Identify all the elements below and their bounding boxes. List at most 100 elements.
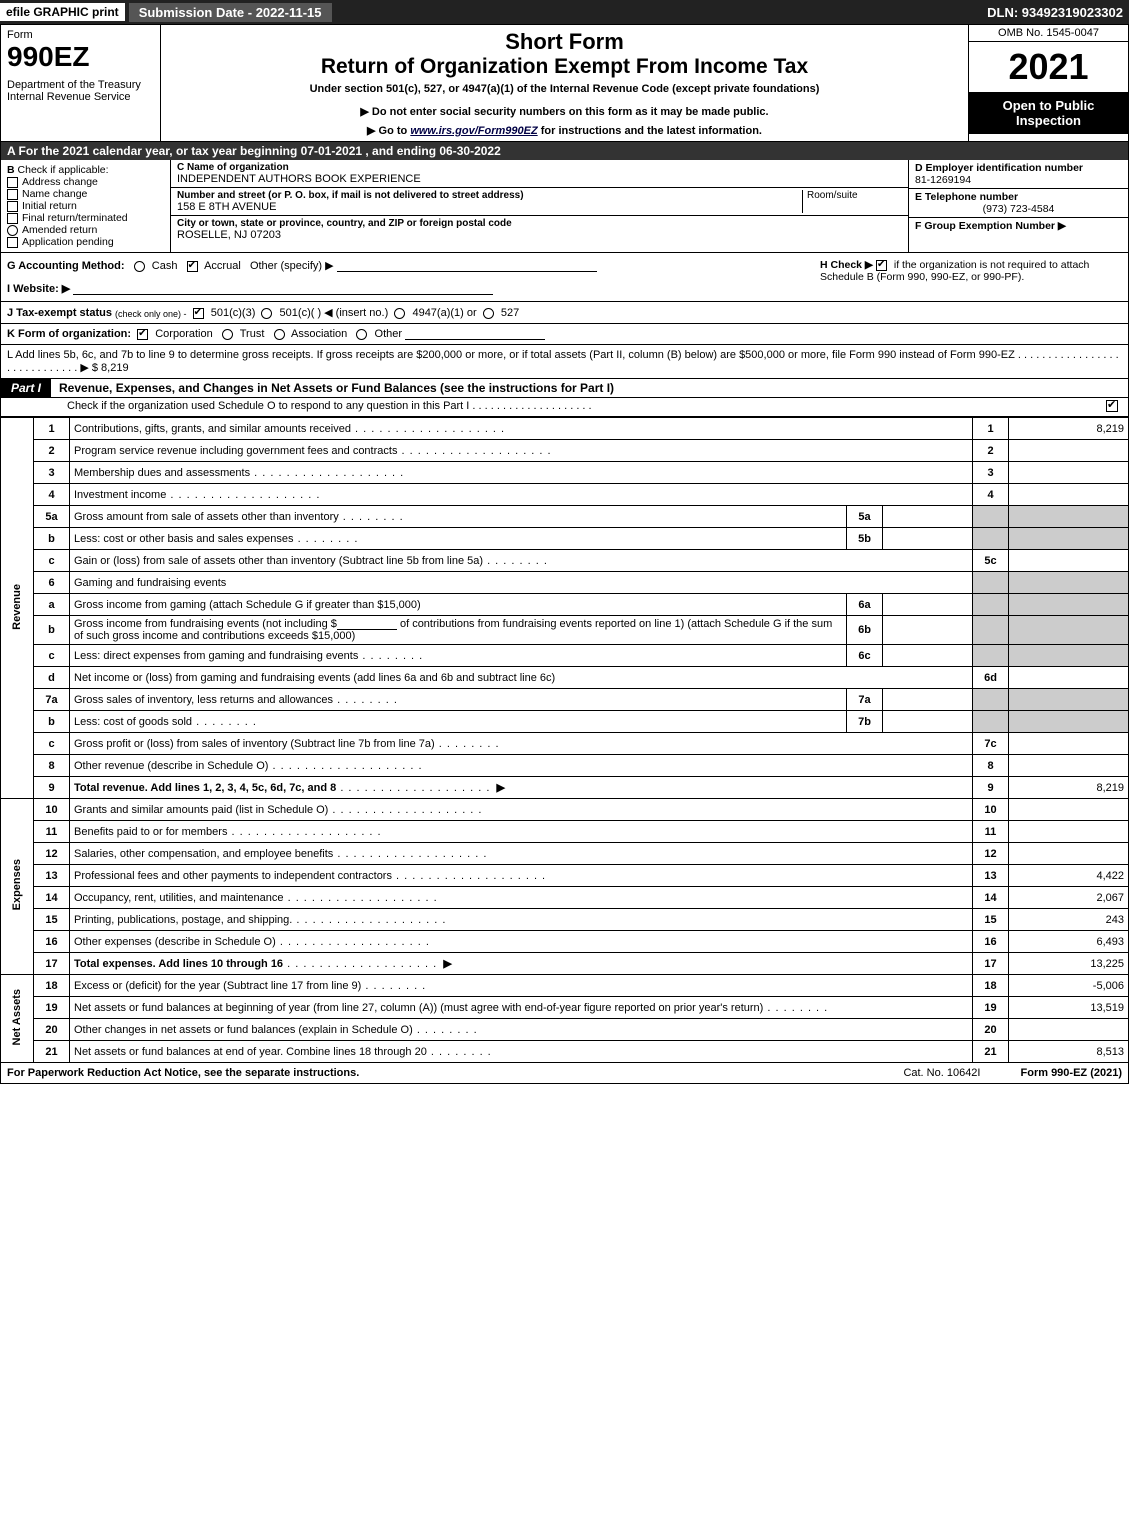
efile-label[interactable]: efile GRAPHIC print — [0, 3, 125, 21]
l7c-desc: Gross profit or (loss) from sales of inv… — [74, 738, 435, 750]
l5a-desc: Gross amount from sale of assets other t… — [74, 511, 339, 523]
chk-527[interactable] — [483, 308, 494, 319]
l21-desc: Net assets or fund balances at end of ye… — [74, 1046, 427, 1058]
chk-501c3[interactable] — [193, 308, 204, 319]
chk-name-change[interactable]: Name change — [7, 188, 164, 200]
l4-amt — [1009, 484, 1129, 506]
l15-amt: 243 — [1009, 909, 1129, 931]
chk-corporation[interactable] — [137, 329, 148, 340]
l9-amt: 8,219 — [1009, 777, 1129, 799]
line-4: 4 Investment income 4 — [1, 484, 1129, 506]
website-blank[interactable] — [73, 283, 493, 295]
l9-desc: Total revenue. Add lines 1, 2, 3, 4, 5c,… — [74, 782, 336, 794]
l6a-desc: Gross income from gaming (attach Schedul… — [74, 599, 421, 611]
chk-501c[interactable] — [261, 308, 272, 319]
l14-desc: Occupancy, rent, utilities, and maintena… — [74, 892, 284, 904]
irs-link[interactable]: www.irs.gov/Form990EZ — [410, 125, 537, 137]
omb-number: OMB No. 1545-0047 — [969, 25, 1128, 42]
chk-final-return[interactable]: Final return/terminated — [7, 212, 164, 224]
l6d-desc: Net income or (loss) from gaming and fun… — [74, 672, 555, 684]
line-6c: c Less: direct expenses from gaming and … — [1, 645, 1129, 667]
line-5c: c Gain or (loss) from sale of assets oth… — [1, 550, 1129, 572]
page-footer: For Paperwork Reduction Act Notice, see … — [0, 1063, 1129, 1084]
c-city-label: City or town, state or province, country… — [177, 218, 902, 229]
l6b-subamt — [883, 616, 973, 645]
chk-other-org[interactable] — [356, 329, 367, 340]
chk-amended-return[interactable]: Amended return — [7, 224, 164, 236]
line-3: 3 Membership dues and assessments 3 — [1, 462, 1129, 484]
l15-desc: Printing, publications, postage, and shi… — [74, 914, 292, 926]
j-label: J Tax-exempt status — [7, 307, 112, 319]
l17-amt: 13,225 — [1009, 953, 1129, 975]
submission-date: Submission Date - 2022-11-15 — [129, 3, 332, 22]
chk-application-pending[interactable]: Application pending — [7, 236, 164, 248]
expenses-label: Expenses — [1, 799, 34, 975]
l12-amt — [1009, 843, 1129, 865]
header-left: Form 990EZ Department of the Treasury In… — [1, 25, 161, 141]
j-small: (check only one) - — [115, 309, 187, 319]
arrow-icon: ▶ — [497, 782, 505, 794]
j-4947: 4947(a)(1) or — [412, 307, 476, 319]
chk-trust[interactable] — [222, 329, 233, 340]
org-name: INDEPENDENT AUTHORS BOOK EXPERIENCE — [177, 173, 902, 185]
chk-schedule-o[interactable] — [1106, 400, 1118, 412]
l6-desc: Gaming and fundraising events — [74, 577, 226, 589]
line-16: 16 Other expenses (describe in Schedule … — [1, 931, 1129, 953]
l-text: L Add lines 5b, 6c, and 7b to line 9 to … — [7, 349, 1119, 374]
form-word: Form — [7, 29, 154, 41]
k-trust: Trust — [240, 328, 265, 340]
e-phone-label: E Telephone number — [915, 191, 1122, 203]
section-b: B Check if applicable: Address change Na… — [1, 160, 171, 252]
h-pre: H Check ▶ — [820, 259, 876, 271]
l20-desc: Other changes in net assets or fund bala… — [74, 1024, 413, 1036]
l3-amt — [1009, 462, 1129, 484]
chk-cash[interactable] — [134, 261, 145, 272]
l8-desc: Other revenue (describe in Schedule O) — [74, 760, 268, 772]
f-group-label: F Group Exemption Number ▶ — [915, 220, 1122, 232]
line-13: 13 Professional fees and other payments … — [1, 865, 1129, 887]
g-other-blank[interactable] — [337, 260, 597, 272]
footer-form: Form 990-EZ (2021) — [1021, 1067, 1123, 1079]
footer-catno: Cat. No. 10642I — [903, 1067, 980, 1079]
open-to-public: Open to Public Inspection — [969, 92, 1128, 134]
part1-header: Part I Revenue, Expenses, and Changes in… — [0, 379, 1129, 398]
line-5a: 5a Gross amount from sale of assets othe… — [1, 506, 1129, 528]
part1-table: Revenue 1 Contributions, gifts, grants, … — [0, 417, 1129, 1063]
l6c-desc: Less: direct expenses from gaming and fu… — [74, 650, 358, 662]
l6b-blank[interactable] — [337, 618, 397, 630]
l5a-subamt — [883, 506, 973, 528]
g-accrual: Accrual — [204, 260, 241, 272]
chk-accrual[interactable] — [187, 261, 198, 272]
line-17: 17 Total expenses. Add lines 10 through … — [1, 953, 1129, 975]
k-other-blank[interactable] — [405, 328, 545, 340]
ein-value: 81-1269194 — [915, 174, 1122, 186]
l5c-amt — [1009, 550, 1129, 572]
l13-desc: Professional fees and other payments to … — [74, 870, 392, 882]
i-label: I Website: ▶ — [7, 283, 70, 295]
k-other: Other — [375, 328, 403, 340]
l7a-desc: Gross sales of inventory, less returns a… — [74, 694, 333, 706]
chk-initial-return[interactable]: Initial return — [7, 200, 164, 212]
department-label: Department of the Treasury Internal Reve… — [7, 79, 154, 103]
chk-address-change[interactable]: Address change — [7, 176, 164, 188]
line-1: Revenue 1 Contributions, gifts, grants, … — [1, 418, 1129, 440]
l2-amt — [1009, 440, 1129, 462]
section-c: C Name of organization INDEPENDENT AUTHO… — [171, 160, 908, 252]
g-cash: Cash — [152, 260, 178, 272]
line-15: 15 Printing, publications, postage, and … — [1, 909, 1129, 931]
l1-amt: 8,219 — [1009, 418, 1129, 440]
chk-schedule-b[interactable] — [876, 260, 887, 271]
gh-row: G Accounting Method: Cash Accrual Other … — [0, 253, 1129, 302]
do-not-enter: ▶ Do not enter social security numbers o… — [165, 105, 964, 118]
line-19: 19 Net assets or fund balances at beginn… — [1, 997, 1129, 1019]
l21-amt: 8,513 — [1009, 1041, 1129, 1063]
line-7b: b Less: cost of goods sold 7b — [1, 711, 1129, 733]
chk-association[interactable] — [274, 329, 285, 340]
chk-4947[interactable] — [394, 308, 405, 319]
l10-desc: Grants and similar amounts paid (list in… — [74, 804, 328, 816]
l2-desc: Program service revenue including govern… — [74, 445, 397, 457]
section-j: J Tax-exempt status (check only one) - 5… — [0, 302, 1129, 324]
d-ein-label: D Employer identification number — [915, 162, 1122, 174]
dln-label: DLN: 93492319023302 — [987, 5, 1129, 20]
l12-desc: Salaries, other compensation, and employ… — [74, 848, 333, 860]
